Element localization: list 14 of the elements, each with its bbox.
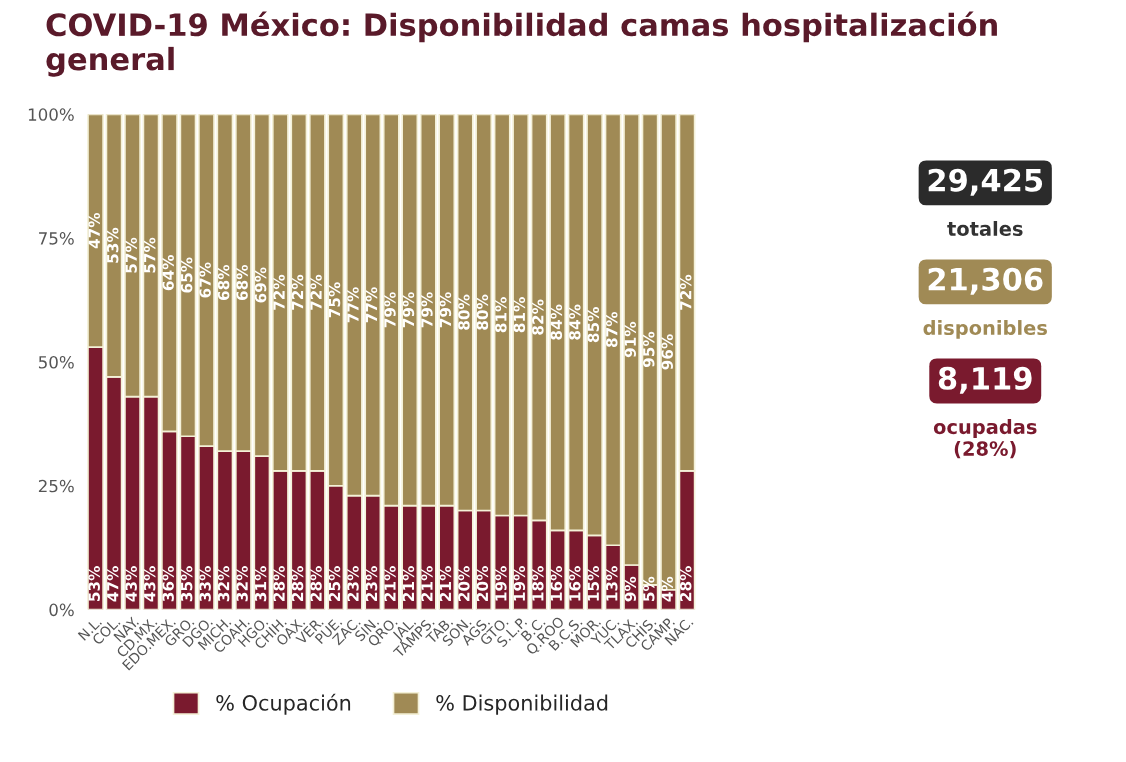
- text: 21,306: [928, 267, 1043, 295]
- text: totales: [947, 220, 1023, 237]
- text: disponibles: [923, 320, 1047, 339]
- y-tick-label: 100%: [28, 108, 74, 121]
- text: ocupadas (28%): [933, 419, 1037, 459]
- legend-label: % Disponibilidad: [436, 694, 608, 715]
- text: 8,119: [938, 366, 1032, 394]
- y-tick-label: 75%: [39, 232, 74, 245]
- text: 29,425: [928, 168, 1043, 196]
- chart-title: COVID-19 México: Disponibilidad camas hospitalización general: [46, 11, 997, 77]
- legend-label: % Ocupación: [216, 693, 351, 715]
- y-tick-label: 25%: [38, 479, 74, 493]
- y-tick-label: 50%: [38, 355, 74, 369]
- y-tick-label: 0%: [49, 603, 74, 617]
